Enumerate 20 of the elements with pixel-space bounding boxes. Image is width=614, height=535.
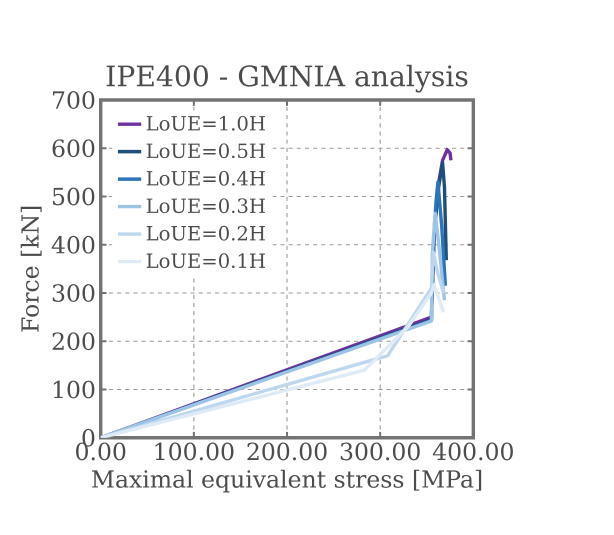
legend-label: LoUE=0.2H [146,226,265,241]
y-tick-label: 500 [53,188,94,206]
x-axis-title: Maximal equivalent stress [MPa] [92,470,482,493]
y-tick-label: 600 [52,140,94,158]
x-tick-label: 100.00 [156,442,234,461]
x-tick-label: 200.00 [247,442,327,461]
legend-label: LoUE=0.3H [146,198,265,214]
y-tick-label: 100 [54,380,94,399]
legend-label: LoUE=0.1H [146,253,265,268]
y-tick-label: 700 [52,91,94,110]
y-axis-title: Force [kN] [20,206,42,332]
legend-label: LoUE=1.0H [146,116,265,131]
y-tick-label: 300 [52,284,94,302]
legend-label: LoUE=0.5H [146,144,265,158]
x-tick-label: 300.00 [340,442,420,461]
y-tick-label: 400 [52,236,94,254]
chart-title: IPE400 - GMNIA analysis [106,64,468,93]
legend-label: LoUE=0.4H [146,171,265,186]
x-tick-label: 400.00 [432,442,513,461]
y-tick-label: 200 [52,332,94,350]
